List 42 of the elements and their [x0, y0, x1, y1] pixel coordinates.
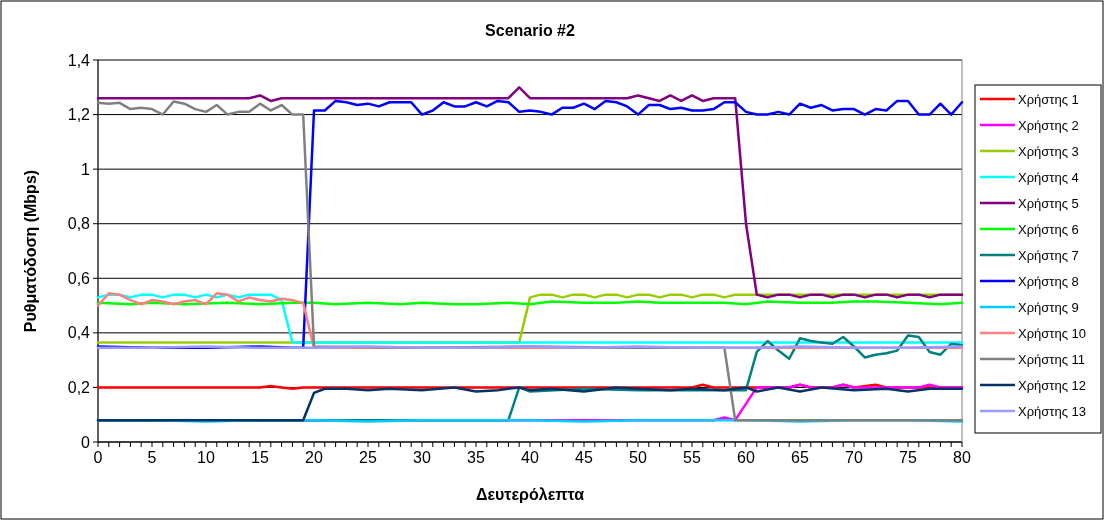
- legend-label: Χρήστης 1: [1018, 91, 1079, 107]
- y-tick-label: 1,4: [67, 51, 91, 69]
- x-axis-title: Δευτερόλεπτα: [475, 486, 585, 503]
- legend-label: Χρήστης 4: [1018, 169, 1079, 185]
- legend-label: Χρήστης 10: [1018, 325, 1087, 341]
- x-tick-label: 60: [737, 449, 755, 466]
- chart-title: Scenario #2: [485, 22, 576, 39]
- y-axis-title: Ρυθματόδοση (Mbps): [22, 169, 39, 333]
- x-tick-label: 40: [521, 449, 539, 466]
- x-tick-label: 50: [629, 449, 647, 466]
- x-tick-label: 10: [197, 449, 215, 466]
- x-tick-label: 65: [791, 449, 809, 466]
- x-tick-label: 5: [147, 449, 157, 466]
- legend-label: Χρήστης 7: [1018, 247, 1079, 263]
- y-tick-label: 0,4: [67, 324, 91, 342]
- x-tick-label: 55: [683, 449, 701, 466]
- y-tick-label: 1: [81, 160, 91, 178]
- legend-label: Χρήστης 3: [1018, 143, 1079, 159]
- x-tick-label: 70: [845, 449, 863, 466]
- y-tick-label: 0,2: [67, 379, 91, 397]
- x-tick-label: 20: [305, 449, 323, 466]
- x-tick-label: 15: [251, 449, 269, 466]
- y-tick-label: 0,8: [67, 215, 91, 233]
- y-tick-label: 1,2: [67, 106, 91, 124]
- line-series: [96, 86, 964, 299]
- x-tick-label: 30: [413, 449, 431, 466]
- x-tick-label: 80: [953, 449, 971, 466]
- x-tick-label: 25: [359, 449, 377, 466]
- legend-label: Χρήστης 13: [1018, 403, 1087, 419]
- x-tick-label: 75: [899, 449, 917, 466]
- legend-label: Χρήστης 8: [1018, 273, 1079, 289]
- x-tick-label: 35: [467, 449, 485, 466]
- x-tick-label: 45: [575, 449, 593, 466]
- legend-label: Χρήστης 9: [1018, 299, 1079, 315]
- legend-label: Χρήστης 2: [1018, 117, 1079, 133]
- y-tick-label: 0: [81, 433, 91, 451]
- legend-label: Χρήστης 6: [1018, 221, 1079, 237]
- legend-label: Χρήστης 12: [1018, 377, 1087, 393]
- x-tick-label: 0: [93, 449, 103, 466]
- legend-label: Χρήστης 5: [1018, 195, 1079, 211]
- legend-label: Χρήστης 11: [1018, 351, 1086, 367]
- y-tick-label: 0,6: [67, 269, 91, 287]
